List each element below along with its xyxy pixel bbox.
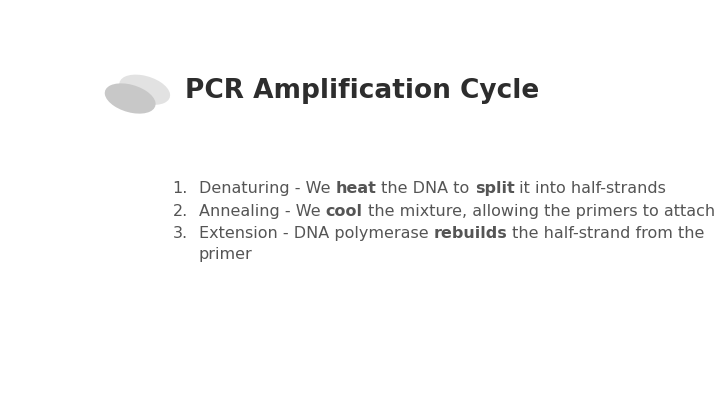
Text: it into half-strands: it into half-strands	[514, 181, 666, 196]
Text: rebuilds: rebuilds	[433, 226, 508, 241]
Text: heat: heat	[336, 181, 377, 196]
Text: cool: cool	[325, 204, 363, 219]
Text: primer: primer	[199, 247, 253, 262]
Text: Annealing - We: Annealing - We	[199, 204, 325, 219]
Ellipse shape	[104, 83, 156, 114]
Text: Denaturing - We: Denaturing - We	[199, 181, 336, 196]
Text: the half-strand from the: the half-strand from the	[508, 226, 705, 241]
Text: split: split	[474, 181, 514, 196]
Text: the mixture, allowing the primers to attach: the mixture, allowing the primers to att…	[363, 204, 715, 219]
Text: 3.: 3.	[173, 226, 188, 241]
Text: 1.: 1.	[172, 181, 188, 196]
Ellipse shape	[120, 75, 170, 105]
Text: 2.: 2.	[172, 204, 188, 219]
Text: Extension - DNA polymerase: Extension - DNA polymerase	[199, 226, 433, 241]
Text: the DNA to: the DNA to	[377, 181, 474, 196]
Text: PCR Amplification Cycle: PCR Amplification Cycle	[185, 78, 539, 104]
